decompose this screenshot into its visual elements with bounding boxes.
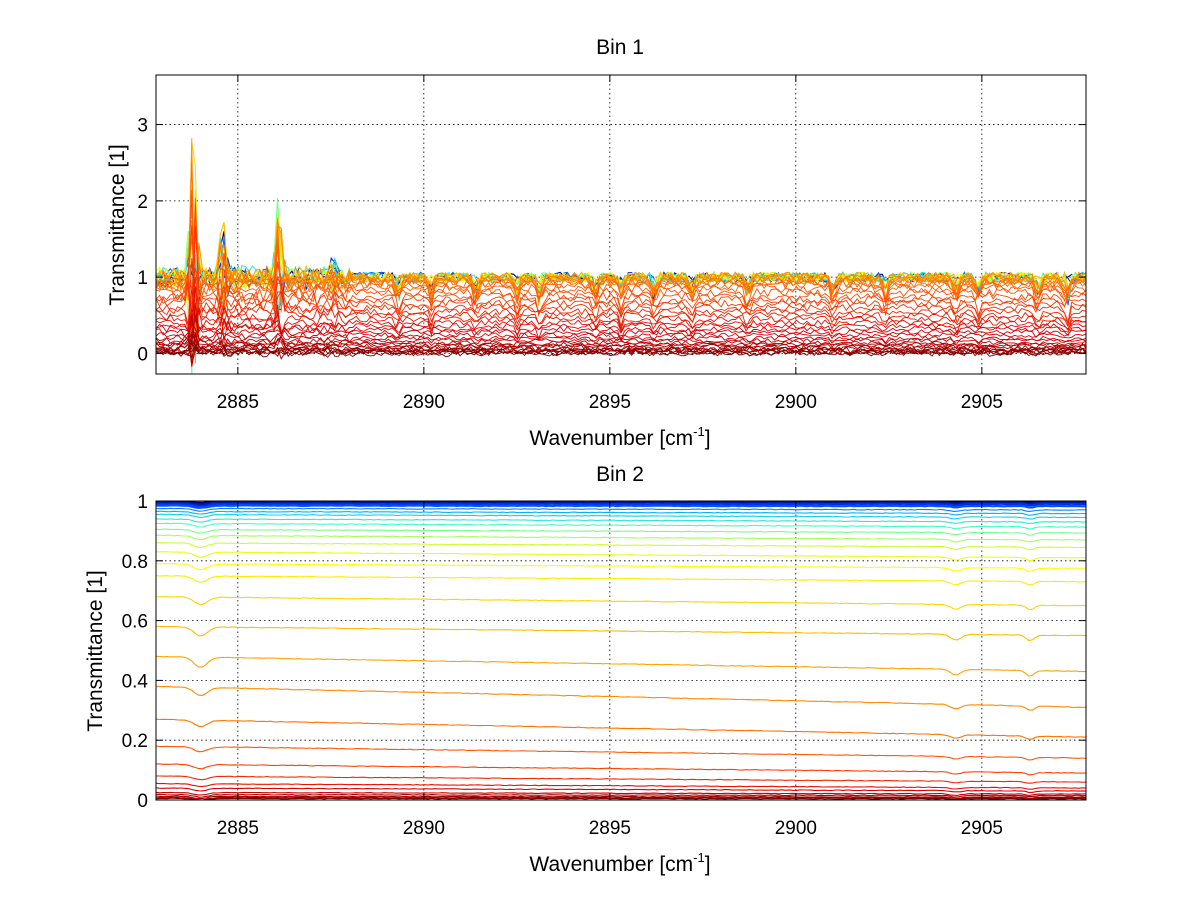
series-line: [156, 655, 1086, 677]
x-tick-label: 2895: [589, 818, 631, 839]
y-axis-ticks: 0 1 2 3: [137, 116, 1086, 365]
series-line: [156, 225, 1086, 323]
x-axis-ticks: 2885 2890 2895 2900 2905: [217, 501, 1003, 839]
x-tick-label: 2885: [217, 392, 259, 413]
x-tick-label: 2890: [403, 392, 445, 413]
series-line: [156, 339, 1086, 357]
series-line: [156, 303, 1086, 343]
series-line: [156, 518, 1086, 525]
series-line: [156, 625, 1086, 642]
series-line: [156, 522, 1086, 530]
y-tick-label: 0: [137, 791, 148, 812]
chart-title: Bin 1: [596, 36, 644, 59]
y-tick-label: 3: [137, 116, 148, 137]
series-line: [156, 797, 1086, 800]
series-line: [156, 782, 1086, 790]
series-line: [156, 342, 1086, 360]
series-line: [156, 796, 1086, 800]
x-tick-label: 2900: [775, 392, 817, 413]
series-line: [156, 197, 1086, 323]
series-line: [156, 795, 1086, 800]
y-tick-label: 2: [137, 192, 148, 213]
series-line: [156, 534, 1086, 543]
x-tick-label: 2890: [403, 818, 445, 839]
series-line: [156, 502, 1086, 508]
x-tick-label: 2905: [961, 818, 1003, 839]
y-tick-label: 1: [137, 268, 148, 289]
x-axis-label: Wavenumber [cm-1]: [529, 424, 710, 450]
series-line: [156, 513, 1086, 520]
x-tick-label: 2895: [589, 392, 631, 413]
y-tick-label: 0.6: [122, 612, 148, 633]
series-line: [156, 528, 1086, 536]
plot-area: [156, 501, 1086, 800]
series-line: [156, 287, 1086, 337]
series-line: [156, 542, 1086, 551]
x-axis-label: Wavenumber [cm-1]: [529, 850, 710, 876]
series-line: [156, 189, 1086, 322]
series-line: [156, 507, 1086, 512]
x-tick-label: 2885: [217, 818, 259, 839]
y-tick-label: 0: [137, 344, 148, 365]
y-axis-label: Transmittance [1]: [84, 570, 107, 731]
series-line: [156, 763, 1086, 776]
series-line: [156, 551, 1086, 562]
series-line: [156, 286, 1086, 339]
x-tick-label: 2900: [775, 818, 817, 839]
series-line: [156, 317, 1086, 349]
series-line: [156, 501, 1086, 506]
series-line: [156, 787, 1086, 793]
series-line: [156, 685, 1086, 711]
series-line: [156, 223, 1086, 311]
y-axis-ticks: 0 0.2 0.4 0.6 0.8 1: [122, 492, 1086, 812]
series-line: [156, 303, 1086, 360]
series-line: [156, 745, 1086, 761]
series-line: [156, 775, 1086, 784]
y-tick-label: 0.2: [122, 731, 148, 752]
series-line: [156, 331, 1086, 350]
x-axis-ticks: 2885 2890 2895 2900 2905: [217, 75, 1003, 413]
series-line: [156, 793, 1086, 798]
chart-title: Bin 2: [596, 463, 644, 486]
series-line: [156, 332, 1086, 367]
series-line: [156, 575, 1086, 586]
series-line: [156, 562, 1086, 573]
series-line: [156, 307, 1086, 344]
y-tick-label: 0.4: [122, 671, 149, 692]
series-line: [156, 203, 1086, 338]
x-tick-label: 2905: [961, 392, 1003, 413]
series-group: [156, 138, 1086, 374]
y-tick-label: 0.8: [122, 552, 148, 573]
series-line: [156, 504, 1086, 510]
series-line: [156, 595, 1086, 611]
y-tick-label: 1: [137, 492, 148, 513]
series-line: [156, 791, 1086, 797]
plot-frame: [155, 500, 1087, 801]
y-axis-label: Transmittance [1]: [106, 144, 129, 305]
series-line: [156, 510, 1086, 516]
series-line: [156, 718, 1086, 740]
series-line: [156, 268, 1086, 323]
panel-bin-2: Bin 2 2885 2890 2895 2900 2905 0 0.2 0.4 0.6 0.8…: [84, 463, 1087, 876]
panel-bin-1: Bin 1 2885 2890 2895 2900 2905 0 1 2 3 Wavenumb…: [106, 36, 1087, 450]
plot-frame: [155, 74, 1087, 375]
